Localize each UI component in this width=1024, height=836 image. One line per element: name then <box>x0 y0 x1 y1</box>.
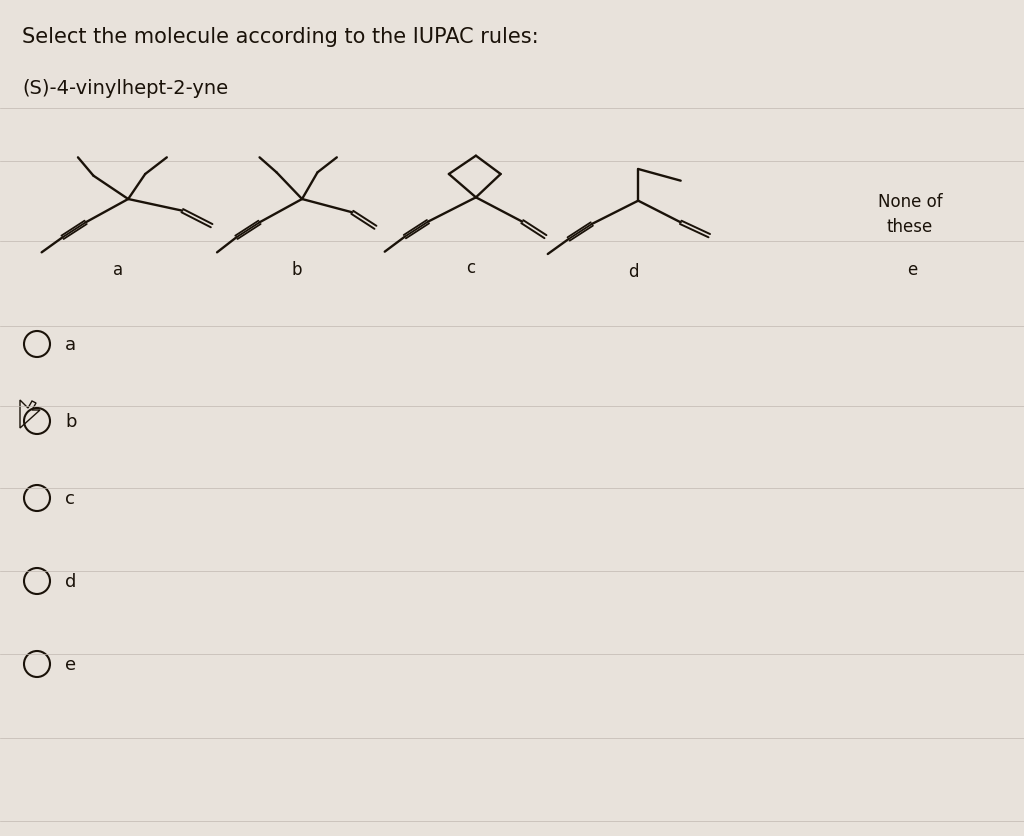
Text: b: b <box>65 412 77 431</box>
Text: c: c <box>65 489 75 507</box>
Text: c: c <box>466 259 475 277</box>
Text: (S)-4-vinylhept-2-yne: (S)-4-vinylhept-2-yne <box>22 79 228 98</box>
Text: e: e <box>65 655 76 673</box>
Text: a: a <box>65 335 76 354</box>
Text: e: e <box>907 261 918 278</box>
Text: d: d <box>65 573 77 590</box>
Text: b: b <box>292 261 302 278</box>
Text: Select the molecule according to the IUPAC rules:: Select the molecule according to the IUP… <box>22 27 539 47</box>
Text: a: a <box>113 261 123 278</box>
Text: None of
these: None of these <box>878 193 942 237</box>
Text: d: d <box>628 263 638 280</box>
